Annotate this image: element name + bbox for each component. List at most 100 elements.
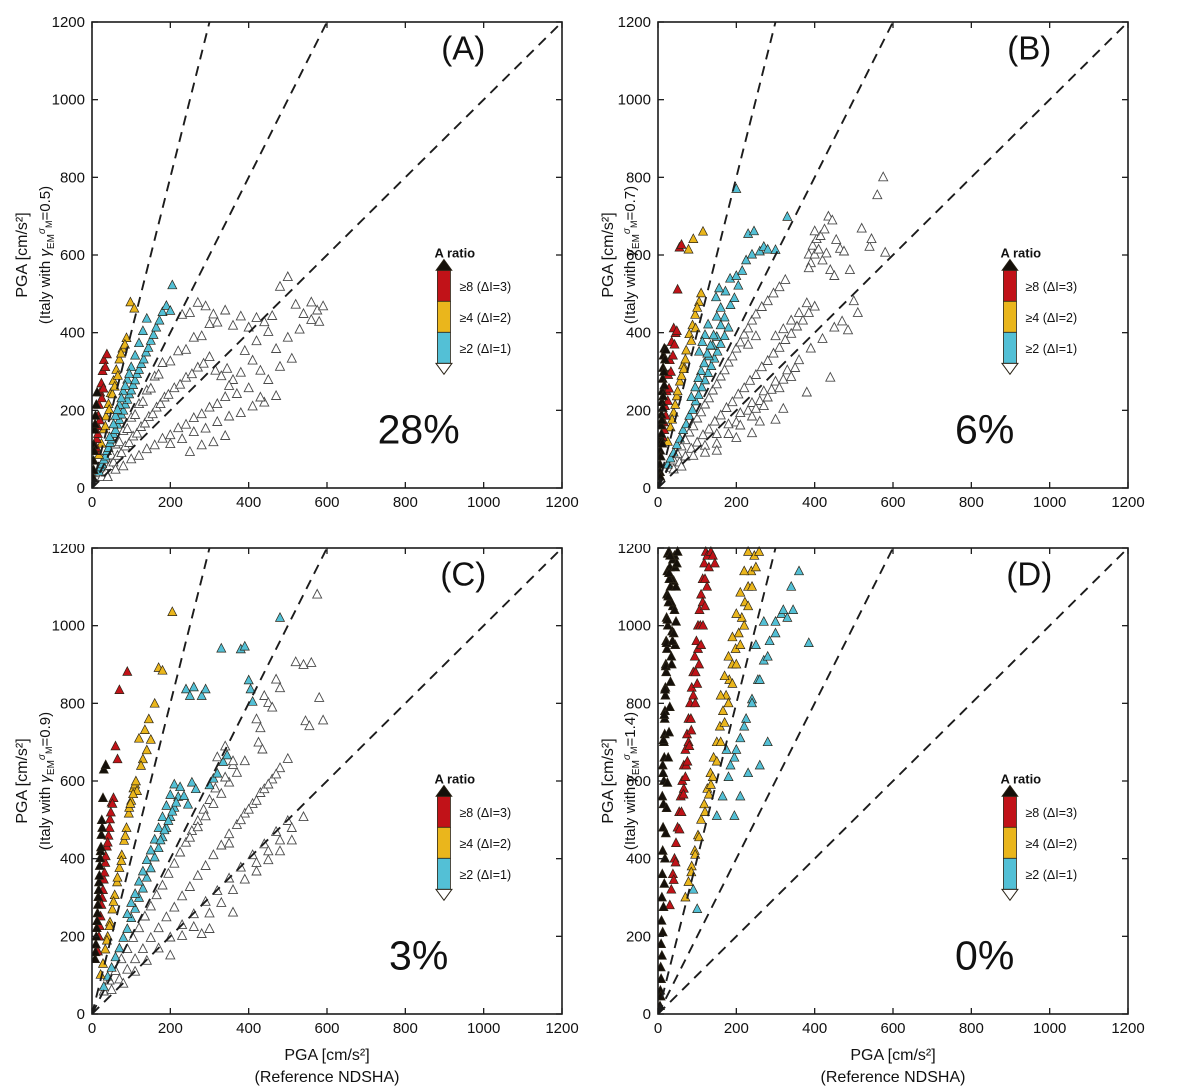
axis-ticks xyxy=(657,547,1129,1015)
triangle-marker xyxy=(691,436,703,447)
triangle-marker xyxy=(723,356,734,367)
triangle-marker xyxy=(200,683,211,694)
triangle-marker xyxy=(208,436,219,447)
legend-title: A ratio xyxy=(434,771,475,786)
triangle-marker xyxy=(112,871,123,882)
triangle-marker xyxy=(686,724,697,735)
triangle-marker xyxy=(96,392,107,403)
triangle-marker xyxy=(678,424,689,434)
triangle-marker xyxy=(97,792,109,802)
triangle-marker xyxy=(699,798,710,809)
panel-b-chart: 0 200 400 600 800 1000 1200 0 200 400 600 800 1000 12… xyxy=(600,14,1145,511)
triangle-marker xyxy=(852,306,864,317)
triangle-marker xyxy=(670,615,682,626)
triangle-marker xyxy=(658,914,667,925)
triangle-marker xyxy=(165,355,176,366)
triangle-marker xyxy=(184,831,196,842)
triangle-marker xyxy=(130,902,141,913)
triangle-marker xyxy=(658,767,669,778)
triangle-marker xyxy=(266,701,278,712)
y-tick-label: 400 xyxy=(626,851,651,868)
triangle-marker xyxy=(688,689,699,700)
series-cyan xyxy=(93,279,178,476)
legend-title: A ratio xyxy=(1000,245,1041,260)
triangle-marker xyxy=(101,410,112,421)
triangle-marker xyxy=(266,309,278,320)
triangle-marker xyxy=(658,926,668,937)
scatter-series xyxy=(92,271,329,483)
legend-arrow-below-scale xyxy=(434,362,453,376)
triangle-marker xyxy=(106,961,117,972)
triangle-marker xyxy=(658,390,669,401)
triangle-marker xyxy=(245,683,256,694)
triangle-marker xyxy=(681,344,692,355)
triangle-marker xyxy=(298,307,309,318)
triangle-marker xyxy=(691,635,702,646)
x-tick-label: 400 xyxy=(802,494,827,511)
triangle-marker xyxy=(263,696,274,707)
triangle-marker xyxy=(126,361,137,372)
triangle-marker xyxy=(723,418,734,429)
triangle-marker xyxy=(750,561,761,572)
triangle-marker xyxy=(149,697,160,708)
triangle-marker xyxy=(161,911,172,922)
legend-colorbar-segment xyxy=(1003,826,1017,859)
triangle-marker xyxy=(711,310,722,321)
triangle-marker xyxy=(116,855,127,865)
triangle-marker xyxy=(676,806,687,816)
y-axis-label-line2: (Italy with γEMσM=1.4) xyxy=(622,712,642,850)
triangle-marker xyxy=(803,306,815,317)
triangle-marker xyxy=(735,790,746,801)
triangle-marker xyxy=(703,318,714,329)
triangle-marker xyxy=(658,734,669,745)
triangle-marker xyxy=(866,233,877,244)
triangle-marker xyxy=(705,339,716,350)
legend-arrow-below-scale xyxy=(1000,362,1019,376)
x-axis-label-line1: PGA [cm/s²] xyxy=(284,1047,369,1064)
triangle-marker xyxy=(671,390,682,401)
triangle-marker xyxy=(266,773,278,784)
triangle-marker xyxy=(658,437,668,448)
triangle-marker xyxy=(674,823,685,834)
triangle-marker xyxy=(686,442,697,453)
triangle-marker xyxy=(171,796,182,807)
triangle-marker xyxy=(785,370,797,381)
triangle-marker xyxy=(263,325,274,336)
y-tick-label: 800 xyxy=(626,169,651,186)
triangle-marker xyxy=(151,321,162,332)
triangle-marker xyxy=(729,751,740,762)
triangle-marker xyxy=(133,449,145,460)
triangle-marker xyxy=(780,333,791,344)
scatter-series xyxy=(658,546,814,1011)
triangle-marker xyxy=(709,557,720,568)
triangle-marker xyxy=(670,399,681,409)
legend: A ratio ≥8 (ΔI=3) ≥4 (ΔI=2) ≥2 (ΔI=1) xyxy=(1000,245,1077,376)
triangle-marker xyxy=(212,415,223,426)
triangle-marker xyxy=(114,862,125,872)
triangle-marker xyxy=(186,368,198,379)
triangle-marker xyxy=(699,329,711,339)
triangle-marker xyxy=(671,557,682,568)
triangle-marker xyxy=(663,726,675,737)
legend: A ratio ≥8 (ΔI=3) ≥4 (ΔI=2) ≥2 (ΔI=1) xyxy=(434,771,511,902)
y-axis-label-line2: (Italy with γEMσM=0.9) xyxy=(37,712,57,850)
triangle-marker xyxy=(715,409,726,420)
y-tick-label: 1000 xyxy=(618,618,651,635)
triangle-marker xyxy=(707,384,719,395)
triangle-marker xyxy=(688,233,699,243)
triangle-marker xyxy=(762,243,773,254)
triangle-marker xyxy=(216,370,227,381)
triangle-marker xyxy=(848,295,860,306)
triangle-marker xyxy=(216,787,227,798)
triangle-marker xyxy=(231,766,243,777)
triangle-marker xyxy=(785,314,797,325)
x-tick-label: 1000 xyxy=(1033,1020,1066,1037)
legend-colorbar-segment xyxy=(437,300,451,333)
triangle-marker xyxy=(830,233,842,244)
triangle-marker xyxy=(196,408,207,419)
triangle-marker xyxy=(130,374,141,385)
triangle-marker xyxy=(112,753,123,764)
series-black xyxy=(92,759,111,964)
triangle-marker xyxy=(235,814,247,825)
triangle-marker xyxy=(658,973,667,983)
